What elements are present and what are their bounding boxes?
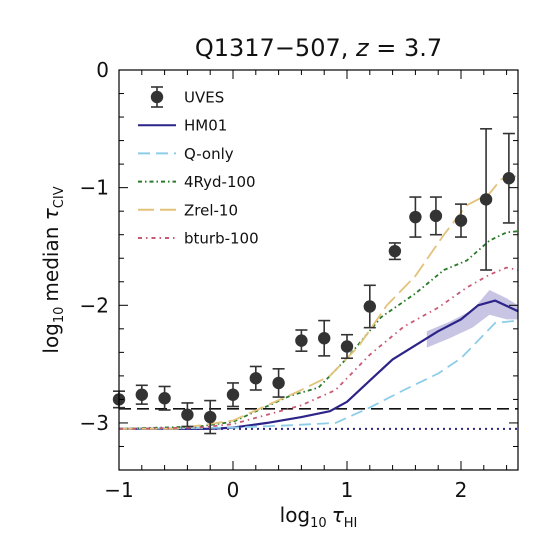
data-point-uves (181, 408, 194, 421)
series-line-bturb-100 (119, 266, 518, 430)
hm01-uncertainty-band (426, 290, 518, 348)
series-line-zrel-10 (119, 175, 518, 430)
legend-marker-uves (150, 90, 164, 104)
chart-title-variable: z (355, 34, 370, 62)
legend-label-uves: UVES (184, 89, 224, 107)
x-tick-label: 1 (341, 478, 354, 502)
data-point-uves (295, 334, 308, 347)
y-tick-label: −3 (80, 411, 109, 435)
legend-label-4ryd-100: 4Ryd-100 (184, 173, 256, 191)
plot-area (119, 175, 518, 430)
x-label-tau: τ (332, 503, 345, 527)
data-point-uves (249, 372, 262, 385)
legend-label-q-only: Q-only (184, 145, 234, 163)
series-line-q-only (119, 319, 518, 430)
data-point-uves (204, 410, 217, 424)
data-point-uves (502, 172, 516, 185)
x-label-log: log (280, 503, 311, 527)
y-label-subscript: CIV (52, 186, 67, 208)
y-tick-label: −1 (80, 176, 109, 200)
x-label-base: 10 (310, 516, 327, 531)
y-label-base: 10 (52, 307, 67, 324)
x-tick-label: 0 (227, 478, 240, 502)
data-point-uves (454, 214, 468, 227)
y-tick-label: −2 (80, 293, 109, 317)
data-point-uves (479, 193, 493, 206)
chart-title-value: = 3.7 (369, 34, 443, 62)
y-label-tau: τ (39, 207, 63, 220)
chart-title-main: Q1317−507, (195, 34, 356, 62)
data-point-uves (388, 244, 402, 258)
x-tick-label: −1 (104, 478, 133, 502)
x-tick-label: 2 (455, 478, 468, 502)
data-point-uves (135, 388, 148, 401)
y-tick-label: 0 (96, 58, 109, 82)
data-point-uves (363, 300, 376, 313)
series-line-hm01 (119, 299, 518, 430)
data-point-uves (272, 376, 285, 390)
y-axis-label: log10 median τCIV (39, 186, 67, 353)
y-label-median: median (39, 220, 63, 301)
plot-frame (118, 69, 519, 471)
data-point-uves (340, 340, 354, 353)
legend-label-bturb-100: bturb-100 (184, 230, 259, 248)
data-point-uves (158, 392, 171, 405)
legend-label-zrel-10: Zrel-10 (184, 201, 238, 219)
x-label-subscript: HI (344, 516, 358, 531)
data-point-uves (318, 332, 331, 345)
data-point-uves (409, 210, 422, 224)
data-point-uves (226, 388, 240, 401)
legend-label-hm01: HM01 (184, 117, 227, 135)
legend: UVES HM01 Q-only 4Ryd-100 Zrel-10 bturb-100 (138, 86, 259, 248)
chart-title: Q1317−507, z = 3.7 (195, 34, 442, 62)
data-point-uves (429, 209, 443, 223)
y-label-log: log (39, 323, 63, 354)
x-axis-label: log10 τHI (280, 503, 358, 531)
